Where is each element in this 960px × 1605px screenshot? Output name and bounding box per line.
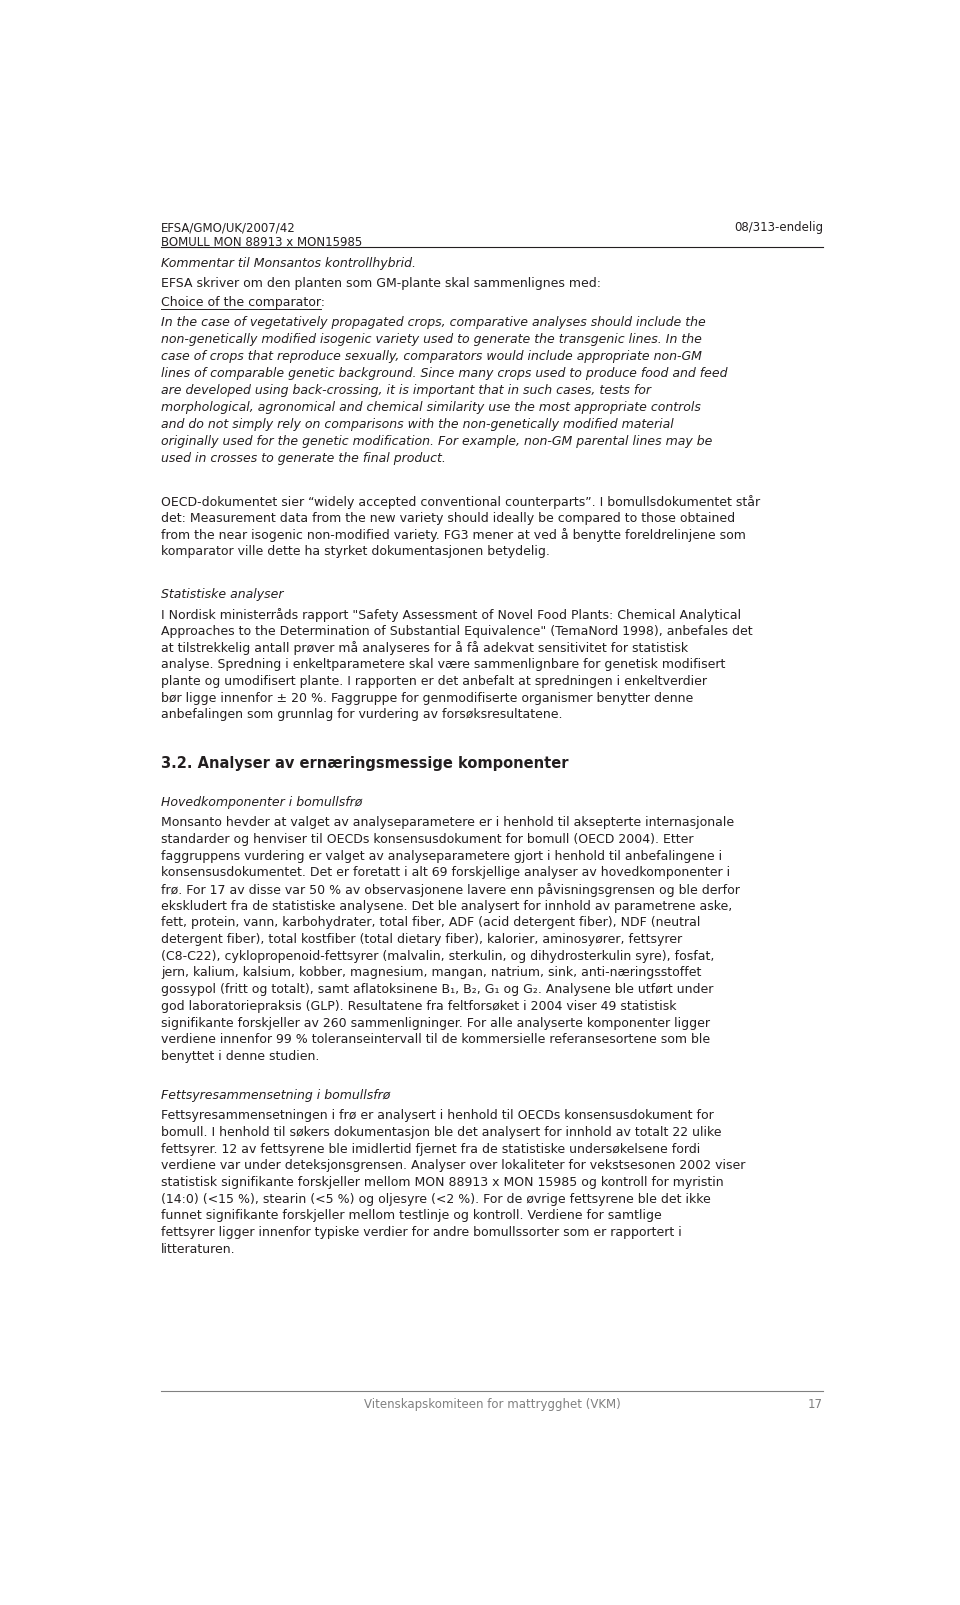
Text: Fettsyresammensetningen i frø er analysert i henhold til OECDs konsensusdokument: Fettsyresammensetningen i frø er analyse…: [161, 1109, 713, 1122]
Text: 3.2. Analyser av ernæringsmessige komponenter: 3.2. Analyser av ernæringsmessige kompon…: [161, 756, 568, 770]
Text: komparator ville dette ha styrket dokumentasjonen betydelig.: komparator ville dette ha styrket dokume…: [161, 546, 550, 559]
Text: EFSA/GMO/UK/2007/42: EFSA/GMO/UK/2007/42: [161, 221, 296, 234]
Text: case of crops that reproduce sexually, comparators would include appropriate non: case of crops that reproduce sexually, c…: [161, 350, 702, 363]
Text: Vitenskapskomiteen for mattrygghet (VKM): Vitenskapskomiteen for mattrygghet (VKM): [364, 1398, 620, 1411]
Text: detergent fiber), total kostfiber (total dietary fiber), kalorier, aminosyører, : detergent fiber), total kostfiber (total…: [161, 933, 682, 945]
Text: (14:0) (<15 %), stearin (<5 %) og oljesyre (<2 %). For de øvrige fettsyrene ble : (14:0) (<15 %), stearin (<5 %) og oljesy…: [161, 1193, 710, 1205]
Text: statistisk signifikante forskjeller mellom MON 88913 x MON 15985 og kontroll for: statistisk signifikante forskjeller mell…: [161, 1176, 724, 1189]
Text: konsensusdokumentet. Det er foretatt i alt 69 forskjellige analyser av hovedkomp: konsensusdokumentet. Det er foretatt i a…: [161, 867, 730, 880]
Text: Fettsyresammensetning i bomullsfrø: Fettsyresammensetning i bomullsfrø: [161, 1088, 391, 1103]
Text: originally used for the genetic modification. For example, non-GM parental lines: originally used for the genetic modifica…: [161, 435, 712, 448]
Text: Statistiske analyser: Statistiske analyser: [161, 587, 283, 600]
Text: jern, kalium, kalsium, kobber, magnesium, mangan, natrium, sink, anti-næringssto: jern, kalium, kalsium, kobber, magnesium…: [161, 966, 702, 979]
Text: verdiene innenfor 99 % toleranseintervall til de kommersielle referansesortene s: verdiene innenfor 99 % toleranseinterval…: [161, 1034, 710, 1046]
Text: faggruppens vurdering er valget av analyseparametere gjort i henhold til anbefal: faggruppens vurdering er valget av analy…: [161, 849, 722, 863]
Text: EFSA skriver om den planten som GM-plante skal sammenlignes med:: EFSA skriver om den planten som GM-plant…: [161, 278, 601, 291]
Text: ekskludert fra de statistiske analysene. Det ble analysert for innhold av parame: ekskludert fra de statistiske analysene.…: [161, 900, 732, 913]
Text: lines of comparable genetic background. Since many crops used to produce food an: lines of comparable genetic background. …: [161, 366, 728, 380]
Text: are developed using back-crossing, it is important that in such cases, tests for: are developed using back-crossing, it is…: [161, 384, 651, 396]
Text: BOMULL MON 88913 x MON15985: BOMULL MON 88913 x MON15985: [161, 236, 362, 249]
Text: used in crosses to generate the final product.: used in crosses to generate the final pr…: [161, 453, 445, 465]
Text: signifikante forskjeller av 260 sammenligninger. For alle analyserte komponenter: signifikante forskjeller av 260 sammenli…: [161, 1016, 710, 1029]
Text: bomull. I henhold til søkers dokumentasjon ble det analysert for innhold av tota: bomull. I henhold til søkers dokumentasj…: [161, 1127, 721, 1140]
Text: god laboratoriepraksis (GLP). Resultatene fra feltforsøket i 2004 viser 49 stati: god laboratoriepraksis (GLP). Resultaten…: [161, 1000, 677, 1013]
Text: and do not simply rely on comparisons with the non-genetically modified material: and do not simply rely on comparisons wi…: [161, 417, 674, 430]
Text: Kommentar til Monsantos kontrollhybrid.: Kommentar til Monsantos kontrollhybrid.: [161, 257, 416, 270]
Text: OECD-dokumentet sier “widely accepted conventional counterparts”. I bomullsdokum: OECD-dokumentet sier “widely accepted co…: [161, 494, 760, 509]
Text: bør ligge innenfor ± 20 %. Faggruppe for genmodifiserte organismer benytter denn: bør ligge innenfor ± 20 %. Faggruppe for…: [161, 692, 693, 705]
Text: frø. For 17 av disse var 50 % av observasjonene lavere enn påvisningsgrensen og : frø. For 17 av disse var 50 % av observa…: [161, 883, 740, 897]
Text: anbefalingen som grunnlag for vurdering av forsøksresultatene.: anbefalingen som grunnlag for vurdering …: [161, 708, 563, 721]
Text: gossypol (fritt og totalt), samt aflatoksinene B₁, B₂, G₁ og G₂. Analysene ble u: gossypol (fritt og totalt), samt aflatok…: [161, 984, 713, 997]
Text: fettsyrer. 12 av fettsyrene ble imidlertid fjernet fra de statistiske undersøkel: fettsyrer. 12 av fettsyrene ble imidlert…: [161, 1143, 700, 1156]
Text: non-genetically modified isogenic variety used to generate the transgenic lines.: non-genetically modified isogenic variet…: [161, 332, 702, 345]
Text: plante og umodifisert plante. I rapporten er det anbefalt at spredningen i enkel: plante og umodifisert plante. I rapporte…: [161, 674, 707, 689]
Text: fett, protein, vann, karbohydrater, total fiber, ADF (acid detergent fiber), NDF: fett, protein, vann, karbohydrater, tota…: [161, 916, 700, 929]
Text: In the case of vegetatively propagated crops, comparative analyses should includ: In the case of vegetatively propagated c…: [161, 316, 706, 329]
Text: 08/313-endelig: 08/313-endelig: [734, 221, 823, 234]
Text: I Nordisk ministerråds rapport "Safety Assessment of Novel Food Plants: Chemical: I Nordisk ministerråds rapport "Safety A…: [161, 608, 741, 623]
Text: morphological, agronomical and chemical similarity use the most appropriate cont: morphological, agronomical and chemical …: [161, 401, 701, 414]
Text: benyttet i denne studien.: benyttet i denne studien.: [161, 1050, 320, 1063]
Text: from the near isogenic non-modified variety. FG3 mener at ved å benytte foreldre: from the near isogenic non-modified vari…: [161, 528, 746, 542]
Text: Choice of the comparator:: Choice of the comparator:: [161, 297, 324, 310]
Text: litteraturen.: litteraturen.: [161, 1242, 235, 1255]
Text: det: Measurement data from the new variety should ideally be compared to those o: det: Measurement data from the new varie…: [161, 512, 735, 525]
Text: (C8-C22), cyklopropenoid-fettsyrer (malvalin, sterkulin, og dihydrosterkulin syr: (C8-C22), cyklopropenoid-fettsyrer (malv…: [161, 950, 714, 963]
Text: 17: 17: [808, 1398, 823, 1411]
Text: analyse. Spredning i enkeltparametere skal være sammenlignbare for genetisk modi: analyse. Spredning i enkeltparametere sk…: [161, 658, 726, 671]
Text: at tilstrekkelig antall prøver må analyseres for å få adekvat sensitivitet for s: at tilstrekkelig antall prøver må analys…: [161, 642, 688, 655]
Text: verdiene var under deteksjonsgrensen. Analyser over lokaliteter for vekstsesonen: verdiene var under deteksjonsgrensen. An…: [161, 1159, 745, 1172]
Text: fettsyrer ligger innenfor typiske verdier for andre bomullssorter som er rapport: fettsyrer ligger innenfor typiske verdie…: [161, 1226, 682, 1239]
Text: Monsanto hevder at valget av analyseparametere er i henhold til aksepterte inter: Monsanto hevder at valget av analysepara…: [161, 817, 734, 830]
Text: Approaches to the Determination of Substantial Equivalence" (TemaNord 1998), anb: Approaches to the Determination of Subst…: [161, 624, 753, 637]
Text: standarder og henviser til OECDs konsensusdokument for bomull (OECD 2004). Etter: standarder og henviser til OECDs konsens…: [161, 833, 693, 846]
Text: Hovedkomponenter i bomullsfrø: Hovedkomponenter i bomullsfrø: [161, 796, 362, 809]
Text: funnet signifikante forskjeller mellom testlinje og kontroll. Verdiene for samtl: funnet signifikante forskjeller mellom t…: [161, 1209, 661, 1223]
